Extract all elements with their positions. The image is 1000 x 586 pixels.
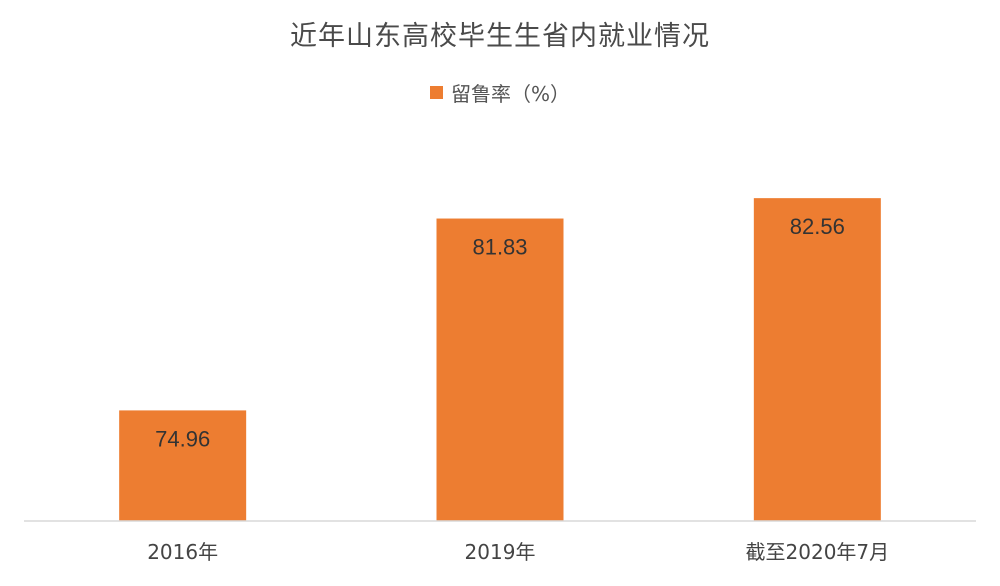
- x-tick-labels: 2016年 2019年 截至2020年7月: [147, 540, 889, 564]
- labels-layer: 74.96 81.83 82.56: [155, 214, 845, 451]
- bar-1: [119, 410, 247, 521]
- chart-title: 近年山东高校毕生生省内就业情况: [290, 21, 710, 52]
- x-tick-label-2: 2019年: [465, 540, 536, 564]
- legend: 留鲁率（%）: [0, 78, 1000, 107]
- x-tick-label-1: 2016年: [147, 540, 218, 564]
- data-label-3: 82.56: [790, 214, 845, 239]
- data-label-1: 74.96: [155, 426, 210, 451]
- bar-2: [436, 218, 564, 521]
- legend-swatch: [429, 86, 443, 99]
- x-tick-label-3: 截至2020年7月: [746, 540, 890, 564]
- bars-layer: [119, 198, 881, 521]
- bar-3: [753, 198, 881, 521]
- data-label-2: 81.83: [472, 235, 527, 260]
- legend-label: 留鲁率（%）: [450, 82, 570, 106]
